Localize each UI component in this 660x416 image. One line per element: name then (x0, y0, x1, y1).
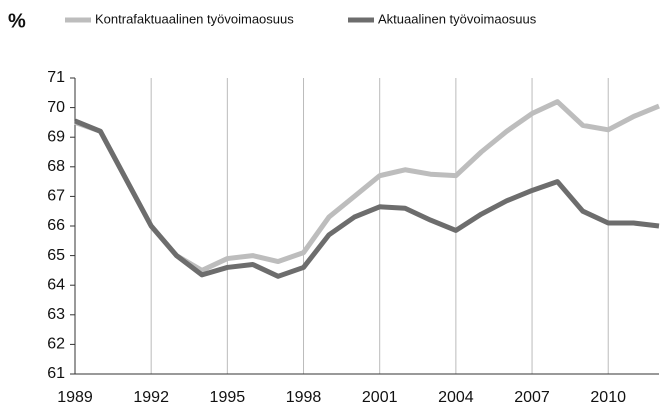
x-tick-label: 1989 (57, 389, 93, 406)
y-tick-label: 65 (47, 247, 65, 264)
x-tick-label: 1992 (133, 389, 169, 406)
x-tick-label: 1995 (210, 389, 246, 406)
y-tick-label: 61 (47, 365, 65, 382)
legend-label: Kontrafaktuaalinen työvoimaosuus (95, 11, 294, 26)
series-line (74, 118, 660, 279)
y-tick-label: 67 (47, 188, 65, 205)
x-tick-label: 2010 (590, 389, 626, 406)
y-tick-label: 62 (47, 336, 65, 353)
y-tick-label: 66 (47, 217, 65, 234)
y-tick-label: 69 (47, 128, 65, 145)
y-tick-label: 63 (47, 306, 65, 323)
y-tick-label: 64 (47, 276, 65, 293)
y-tick-label: 70 (47, 99, 65, 116)
y-tick-label: 68 (47, 158, 65, 175)
x-tick-label: 1998 (286, 389, 322, 406)
series-line (74, 99, 660, 273)
y-axis-label: % (8, 10, 26, 32)
x-tick-label: 2007 (514, 389, 550, 406)
legend-label: Aktuaalinen työvoimaosuus (378, 11, 537, 26)
x-tick-label: 2004 (438, 389, 474, 406)
x-tick-label: 2001 (362, 389, 398, 406)
y-tick-label: 71 (47, 69, 65, 86)
